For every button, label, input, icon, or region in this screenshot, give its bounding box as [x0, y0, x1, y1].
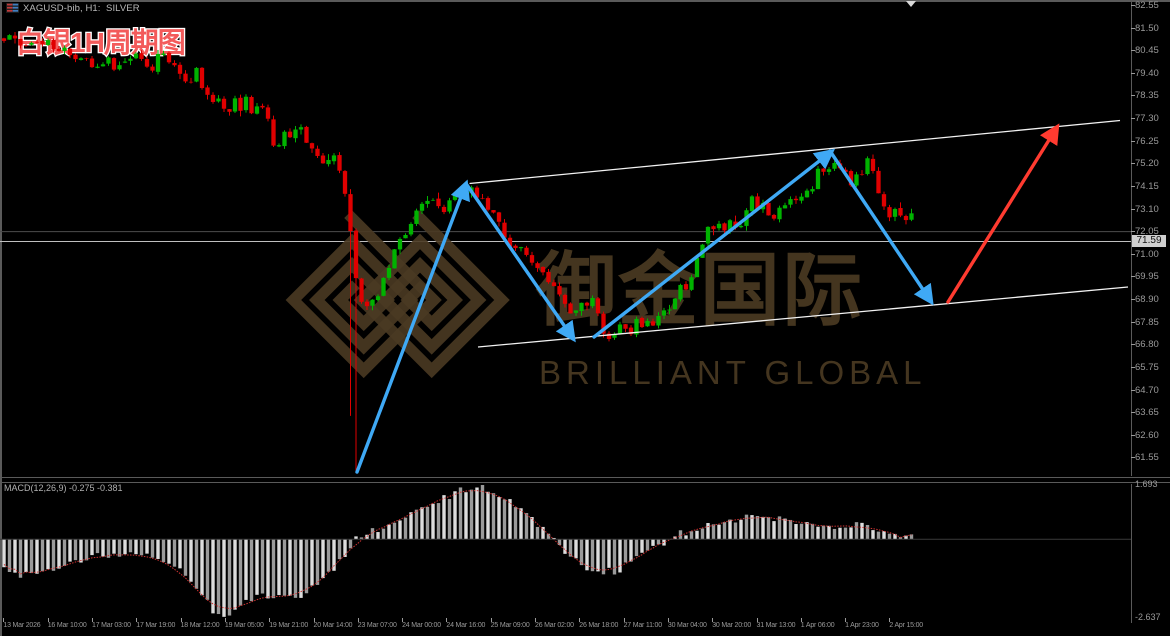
svg-text:御金国际: 御金国际	[535, 246, 864, 335]
svg-text:BRILLIANT GLOBAL: BRILLIANT GLOBAL	[539, 354, 927, 391]
